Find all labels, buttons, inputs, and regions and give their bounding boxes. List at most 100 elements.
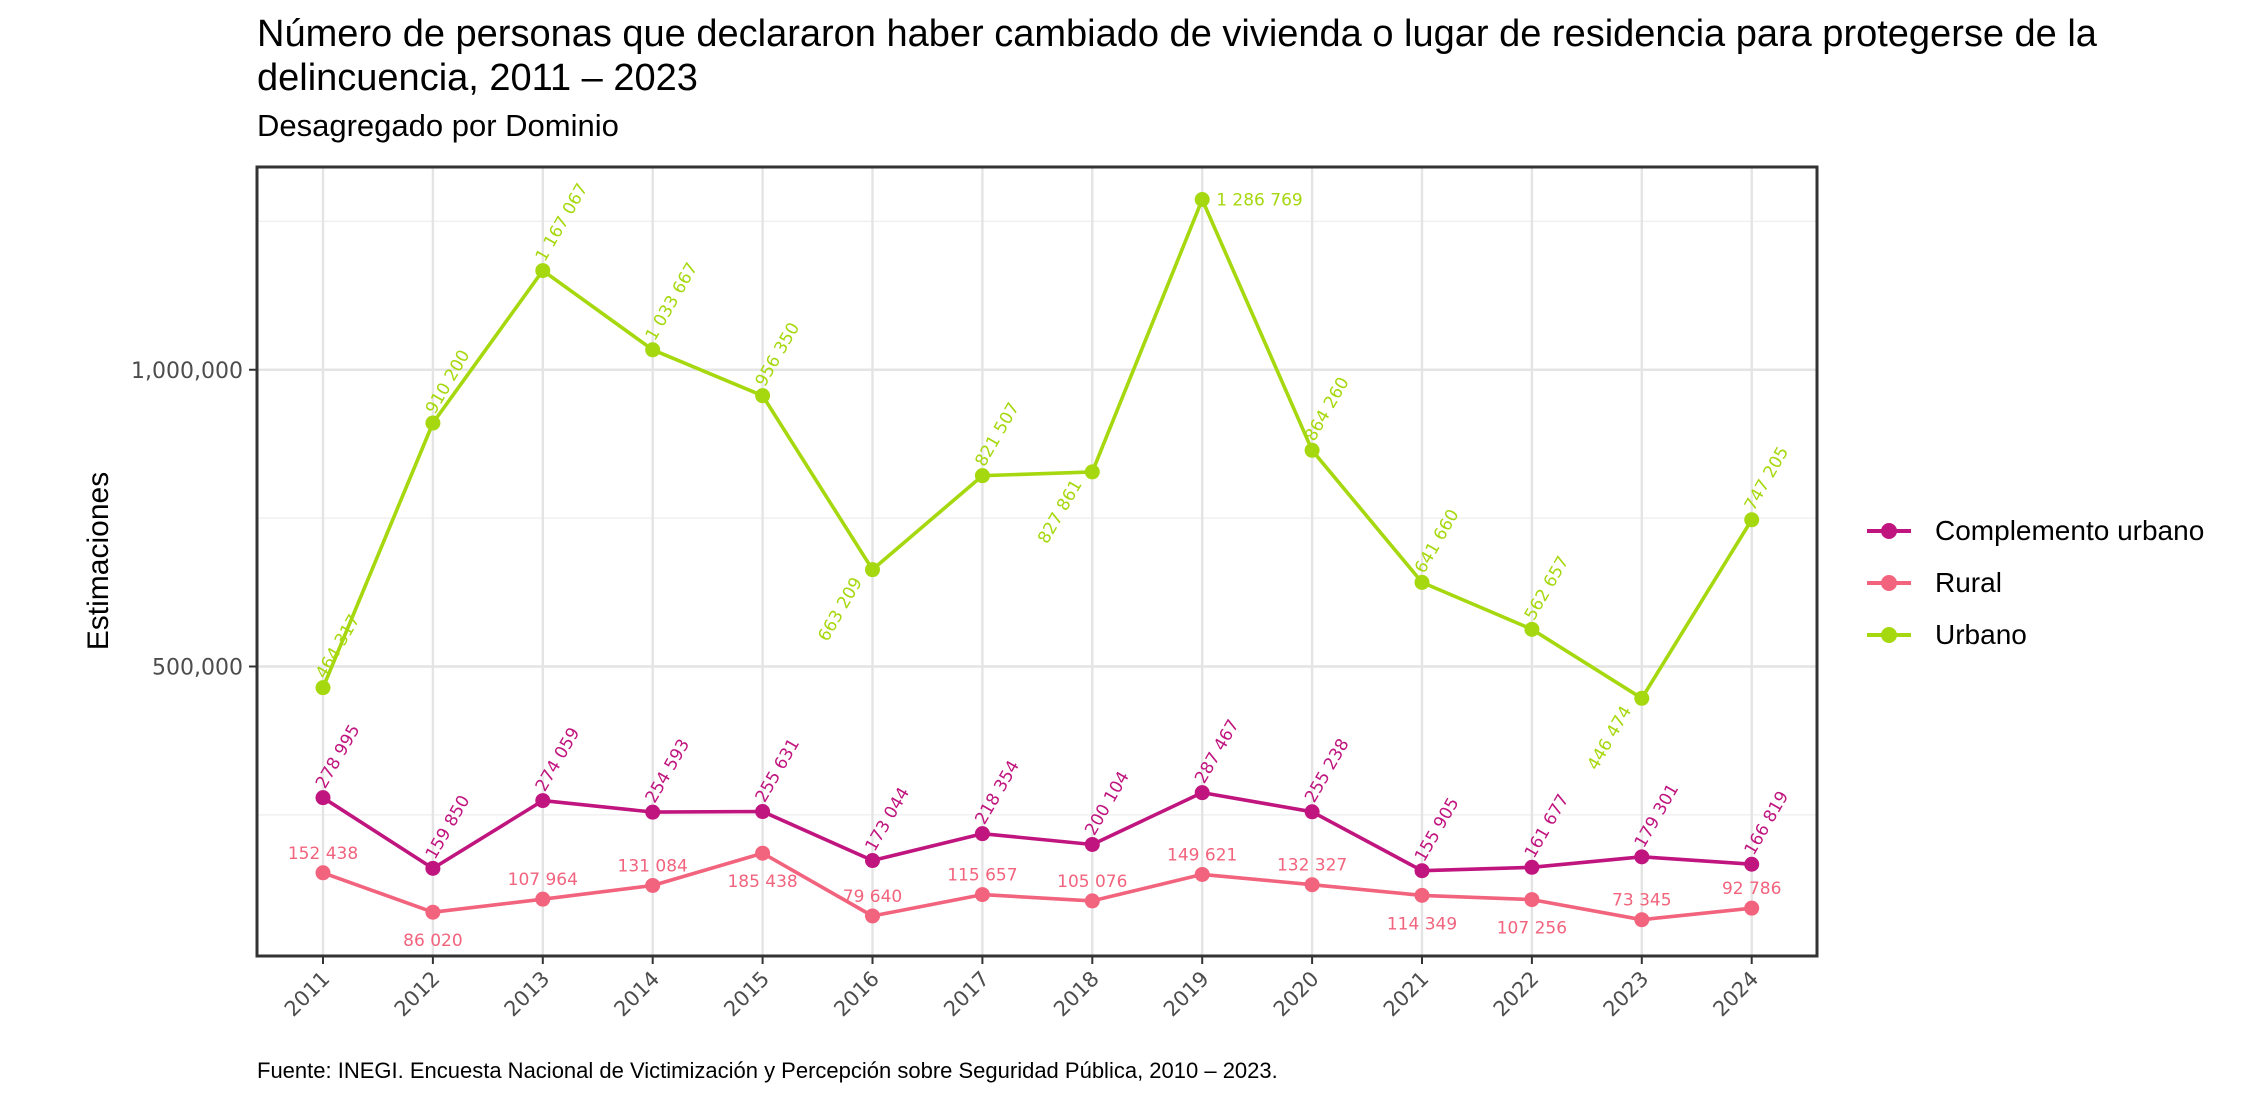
legend-key-complemento-urbano <box>1865 516 1913 546</box>
data-point-complemento-urbano <box>315 790 331 806</box>
x-tick-label: 2023 <box>1599 967 1654 1022</box>
data-point-complemento-urbano <box>425 860 441 876</box>
data-label-complemento-urbano: 161 677 <box>1521 791 1573 862</box>
data-point-rural <box>1194 866 1210 882</box>
data-label-urbano: 663 209 <box>814 574 866 645</box>
data-point-urbano <box>974 468 990 484</box>
data-label-urbano: 1 033 667 <box>642 259 703 344</box>
data-point-complemento-urbano <box>1634 849 1650 865</box>
y-axis-title: Estimaciones <box>82 472 115 650</box>
x-tick-label: 2020 <box>1269 967 1324 1022</box>
data-point-complemento-urbano <box>1414 863 1430 879</box>
x-tick-label: 2011 <box>280 967 335 1022</box>
data-label-rural: 107 256 <box>1497 919 1567 939</box>
data-point-rural <box>1414 887 1430 903</box>
data-label-rural: 115 657 <box>947 866 1017 886</box>
data-label-rural: 92 786 <box>1722 879 1781 899</box>
data-point-rural <box>755 845 771 861</box>
data-point-urbano <box>535 263 551 279</box>
x-tick-label: 2012 <box>390 967 445 1022</box>
data-label-urbano: 641 660 <box>1411 506 1463 577</box>
x-tick-label: 2022 <box>1489 967 1544 1022</box>
data-point-rural <box>865 908 880 924</box>
data-label-urbano: 821 507 <box>971 399 1023 470</box>
legend-item-rural: Rural <box>1865 557 2204 609</box>
data-point-rural <box>425 904 441 920</box>
data-point-urbano <box>755 388 771 404</box>
data-point-urbano <box>1304 442 1320 458</box>
data-label-urbano: 910 200 <box>422 347 474 418</box>
data-label-complemento-urbano: 287 467 <box>1191 716 1243 787</box>
x-tick-label: 2024 <box>1708 967 1763 1022</box>
data-point-rural <box>315 865 331 881</box>
data-label-complemento-urbano: 179 301 <box>1631 780 1683 851</box>
series-line-rural <box>322 851 1752 922</box>
data-label-complemento-urbano: 218 354 <box>971 757 1023 828</box>
data-point-urbano <box>1194 192 1210 208</box>
data-label-complemento-urbano: 159 850 <box>422 792 474 863</box>
data-label-urbano: 864 260 <box>1301 374 1353 445</box>
data-label-urbano: 562 657 <box>1521 553 1573 624</box>
data-label-urbano: 1 167 067 <box>532 180 593 265</box>
chart-legend: Complemento urbano Rural Urbano <box>1865 505 2204 661</box>
data-label-complemento-urbano: 274 059 <box>532 724 584 795</box>
chart-title: Número de personas que declararon haber … <box>257 13 2097 99</box>
data-point-rural <box>645 877 661 893</box>
data-label-complemento-urbano: 255 631 <box>752 735 804 806</box>
x-tick-label: 2016 <box>829 967 884 1022</box>
legend-key-rural <box>1865 568 1913 598</box>
data-label-urbano: 446 474 <box>1584 703 1636 774</box>
data-label-rural: 152 438 <box>288 844 358 864</box>
x-tick-label: 2013 <box>500 967 555 1022</box>
data-point-complemento-urbano <box>1194 785 1210 801</box>
data-point-complemento-urbano <box>1084 836 1100 852</box>
plot-panel-border <box>255 165 1819 958</box>
series-line-urbano <box>321 197 1754 701</box>
data-point-urbano <box>1084 464 1100 480</box>
data-point-urbano <box>865 562 880 578</box>
data-point-rural <box>1084 893 1100 909</box>
data-point-complemento-urbano <box>645 804 661 820</box>
data-point-complemento-urbano <box>1304 804 1320 820</box>
data-point-complemento-urbano <box>1744 856 1760 872</box>
data-label-urbano: 464 317 <box>312 611 364 682</box>
legend-item-complemento-urbano: Complemento urbano <box>1865 505 2204 557</box>
data-point-urbano <box>425 415 441 431</box>
legend-label: Urbano <box>1935 619 2027 650</box>
legend-key-urbano <box>1865 620 1913 650</box>
data-label-rural: 79 640 <box>843 887 902 907</box>
data-label-rural: 107 964 <box>508 870 578 890</box>
data-point-rural <box>535 891 551 907</box>
data-label-rural: 105 076 <box>1057 872 1127 892</box>
data-label-rural: 149 621 <box>1167 845 1237 865</box>
data-point-urbano <box>1414 574 1430 590</box>
data-label-rural: 132 327 <box>1277 856 1347 876</box>
data-label-rural: 185 438 <box>727 872 797 892</box>
x-tick-label: 2017 <box>939 967 994 1022</box>
data-label-complemento-urbano: 254 593 <box>642 736 694 807</box>
data-label-complemento-urbano: 278 995 <box>312 721 364 792</box>
series-line-complemento-urbano <box>322 790 1752 873</box>
x-tick-label: 2021 <box>1379 967 1434 1022</box>
x-tick-label: 2018 <box>1049 967 1104 1022</box>
data-label-urbano: 827 861 <box>1034 476 1086 547</box>
x-tick-label: 2015 <box>719 967 774 1022</box>
legend-item-urbano: Urbano <box>1865 609 2204 661</box>
data-point-rural <box>1634 912 1650 928</box>
data-point-complemento-urbano <box>755 804 771 820</box>
data-label-complemento-urbano: 166 819 <box>1741 788 1793 859</box>
data-label-rural: 86 020 <box>403 931 462 951</box>
data-label-urbano: 747 205 <box>1741 443 1793 514</box>
data-label-rural: 131 084 <box>618 856 688 876</box>
data-point-complemento-urbano <box>974 826 990 842</box>
data-point-complemento-urbano <box>535 793 551 809</box>
data-point-urbano <box>1524 621 1540 637</box>
x-tick-label: 2014 <box>609 967 664 1022</box>
data-point-rural <box>1524 892 1540 908</box>
legend-label: Rural <box>1935 567 2002 598</box>
data-point-urbano <box>1634 690 1650 706</box>
data-label-complemento-urbano: 173 044 <box>862 784 914 855</box>
legend-label: Complemento urbano <box>1935 515 2205 546</box>
data-label-complemento-urbano: 155 905 <box>1411 794 1463 865</box>
